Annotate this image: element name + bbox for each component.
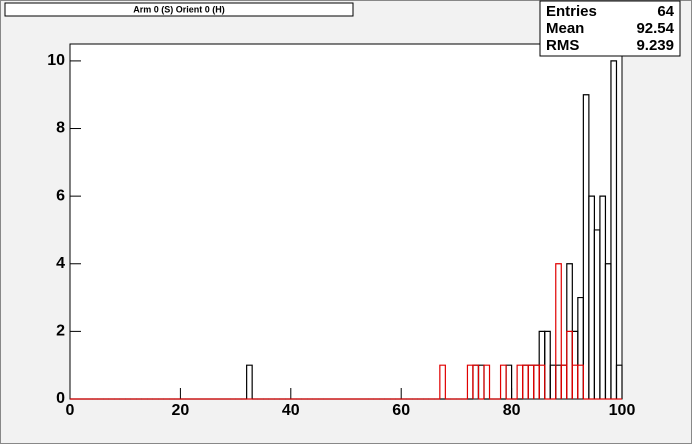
histogram-bin (499, 364, 507, 399)
histogram-bin (555, 263, 562, 399)
x-tick-label: 40 (282, 402, 300, 419)
x-tick-label: 20 (172, 402, 190, 419)
y-tick-label: 0 (56, 390, 65, 407)
stat-value: 9.239 (636, 37, 674, 54)
stat-label: RMS (546, 37, 579, 54)
histogram-bin (246, 364, 253, 399)
stat-label: Mean (546, 20, 584, 37)
y-tick-label: 8 (56, 120, 65, 137)
stat-value: 64 (657, 3, 674, 20)
stat-value: 92.54 (636, 20, 674, 37)
y-tick-label: 10 (47, 52, 65, 69)
histogram-bin (577, 364, 584, 399)
title-box (4, 2, 354, 17)
x-tick-label: 80 (503, 402, 521, 419)
chart-title: Arm 0 (S) Orient 0 (H) (133, 4, 225, 14)
x-tick-label: 60 (392, 402, 410, 419)
plot-frame (69, 43, 623, 400)
stats: Entries 64 Mean 92.54 RMS 9.239 (546, 3, 675, 54)
y-tick-label: 6 (56, 187, 65, 204)
stats-box (539, 0, 681, 57)
histogram-bin (538, 364, 546, 399)
x-tick-label: 0 (66, 402, 75, 419)
histogram-bin (483, 364, 491, 399)
x-tick-label: 100 (609, 402, 636, 419)
histogram-bin (472, 364, 480, 399)
y-tick-label: 2 (56, 323, 65, 340)
y-tick-label: 4 (56, 255, 65, 272)
stat-label: Entries (546, 3, 597, 20)
histogram-bin (615, 364, 623, 399)
histogram-bin (439, 364, 446, 399)
histogram-bin (610, 60, 618, 399)
